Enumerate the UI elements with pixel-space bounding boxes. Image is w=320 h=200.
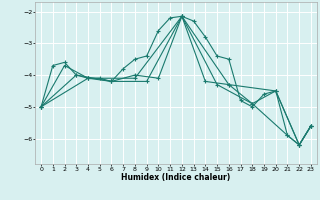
X-axis label: Humidex (Indice chaleur): Humidex (Indice chaleur)	[121, 173, 231, 182]
